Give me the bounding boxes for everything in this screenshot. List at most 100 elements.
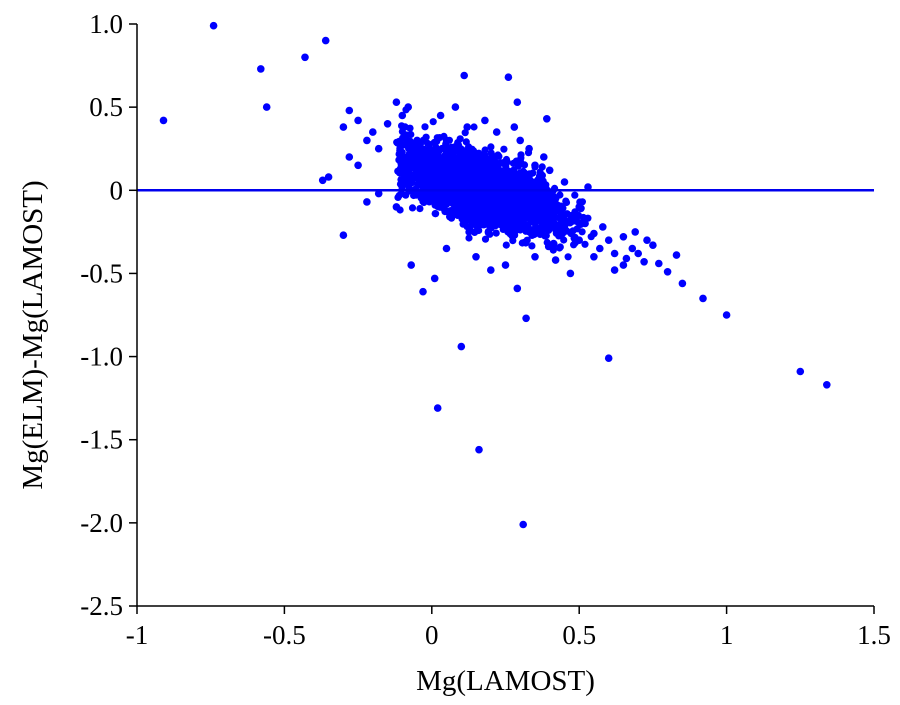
data-point bbox=[525, 144, 533, 153]
data-point bbox=[590, 229, 598, 238]
data-point bbox=[429, 118, 437, 126]
data-point bbox=[487, 143, 495, 151]
data-point bbox=[569, 227, 577, 235]
data-point bbox=[550, 240, 558, 248]
data-point bbox=[549, 215, 557, 224]
data-point bbox=[318, 176, 327, 185]
data-point bbox=[552, 229, 560, 237]
data-point bbox=[543, 115, 551, 123]
data-point bbox=[474, 161, 482, 170]
data-point bbox=[410, 191, 418, 200]
data-point bbox=[640, 258, 648, 266]
data-point bbox=[504, 73, 513, 81]
data-point bbox=[497, 204, 505, 212]
data-point bbox=[722, 311, 731, 319]
data-point bbox=[432, 210, 440, 218]
data-point bbox=[423, 148, 431, 156]
data-point bbox=[604, 354, 613, 363]
data-point bbox=[643, 236, 651, 244]
data-point bbox=[394, 167, 402, 175]
data-point bbox=[531, 161, 539, 170]
data-point bbox=[476, 195, 484, 203]
data-point bbox=[503, 212, 511, 220]
x-tick-label: 1.5 bbox=[857, 620, 891, 650]
data-point bbox=[468, 178, 477, 186]
data-point bbox=[470, 123, 478, 131]
data-point bbox=[560, 212, 568, 220]
data-point bbox=[414, 180, 422, 188]
data-point bbox=[436, 111, 445, 120]
data-point bbox=[465, 234, 473, 242]
data-point bbox=[354, 161, 362, 170]
data-point bbox=[457, 145, 465, 153]
data-point bbox=[538, 163, 546, 171]
data-point bbox=[417, 194, 425, 202]
data-point bbox=[488, 209, 496, 217]
data-point bbox=[451, 193, 459, 201]
data-point bbox=[545, 166, 554, 175]
data-point bbox=[538, 171, 547, 179]
data-point bbox=[419, 287, 427, 296]
data-point bbox=[449, 208, 457, 216]
data-point bbox=[396, 146, 404, 155]
data-point bbox=[301, 53, 309, 62]
data-point bbox=[628, 244, 637, 253]
data-point bbox=[397, 140, 405, 148]
data-point bbox=[533, 180, 541, 188]
data-point bbox=[542, 217, 550, 225]
data-point bbox=[475, 207, 483, 215]
data-point bbox=[324, 173, 333, 181]
data-point bbox=[406, 137, 414, 145]
data-point bbox=[481, 235, 490, 243]
data-point bbox=[408, 204, 417, 212]
data-point bbox=[581, 219, 589, 228]
data-point bbox=[339, 123, 348, 131]
data-point bbox=[397, 176, 405, 184]
data-point bbox=[419, 136, 427, 144]
data-point bbox=[488, 172, 496, 181]
data-point bbox=[407, 261, 416, 269]
data-point bbox=[544, 198, 553, 206]
data-point bbox=[517, 151, 525, 159]
data-point bbox=[429, 146, 437, 154]
x-tick-label: -0.5 bbox=[263, 620, 306, 650]
data-point bbox=[655, 259, 663, 268]
data-point bbox=[442, 136, 451, 145]
data-point bbox=[559, 204, 567, 212]
data-point bbox=[405, 166, 413, 174]
data-point bbox=[663, 268, 672, 276]
data-point bbox=[560, 178, 569, 186]
data-point bbox=[503, 158, 511, 166]
data-point bbox=[489, 198, 497, 206]
data-point bbox=[159, 116, 168, 125]
data-point bbox=[513, 284, 522, 293]
data-point bbox=[443, 157, 451, 165]
data-point bbox=[488, 157, 496, 165]
data-point bbox=[451, 103, 460, 111]
data-point bbox=[413, 136, 421, 145]
data-point bbox=[369, 128, 377, 136]
data-point bbox=[392, 203, 401, 211]
data-point bbox=[484, 227, 492, 236]
data-point bbox=[463, 123, 472, 131]
data-point bbox=[257, 65, 265, 73]
data-point bbox=[575, 203, 583, 211]
data-point bbox=[209, 21, 218, 30]
data-point bbox=[487, 165, 496, 174]
data-point bbox=[383, 120, 392, 128]
y-tick-label: 0.5 bbox=[89, 92, 123, 122]
data-point bbox=[477, 155, 485, 163]
data-point bbox=[444, 179, 453, 187]
data-point bbox=[596, 244, 604, 253]
data-point bbox=[321, 36, 330, 45]
data-point bbox=[495, 152, 503, 160]
data-point bbox=[354, 116, 362, 125]
data-point bbox=[494, 217, 502, 225]
data-point bbox=[452, 160, 460, 168]
data-point bbox=[442, 244, 451, 253]
data-point bbox=[416, 205, 424, 213]
x-axis-title: Mg(LAMOST) bbox=[416, 665, 595, 697]
data-point bbox=[455, 183, 464, 191]
data-point bbox=[392, 98, 401, 106]
data-point bbox=[672, 251, 681, 259]
